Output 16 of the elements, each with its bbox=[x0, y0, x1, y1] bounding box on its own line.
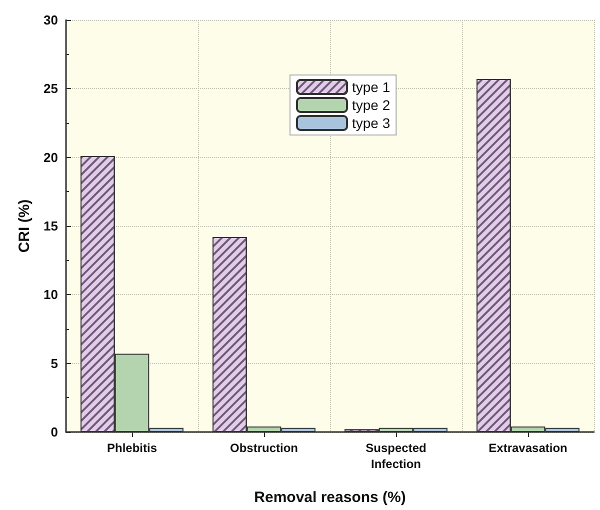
y-axis-title: CRI (%) bbox=[16, 199, 33, 253]
y-tick-label: 0 bbox=[50, 424, 58, 440]
legend-label: type 2 bbox=[352, 97, 390, 113]
y-tick-label: 25 bbox=[44, 81, 58, 96]
x-tick-label: Suspected Infection bbox=[366, 441, 426, 471]
x-axis-title: Removal reasons (%) bbox=[254, 489, 406, 506]
y-tick-label: 30 bbox=[44, 12, 58, 28]
y-tick-label: 20 bbox=[44, 150, 58, 165]
x-tick-label: Phlebitis bbox=[106, 441, 158, 455]
legend-label: type 3 bbox=[352, 115, 390, 131]
y-tick-label: 10 bbox=[44, 287, 58, 302]
y-tick-label: 5 bbox=[50, 356, 58, 371]
x-tick-label: Obstruction bbox=[230, 441, 298, 455]
x-tick-label: Extravasation bbox=[488, 441, 568, 455]
y-tick-label: 15 bbox=[44, 218, 58, 234]
legend-label: type 1 bbox=[352, 79, 390, 95]
